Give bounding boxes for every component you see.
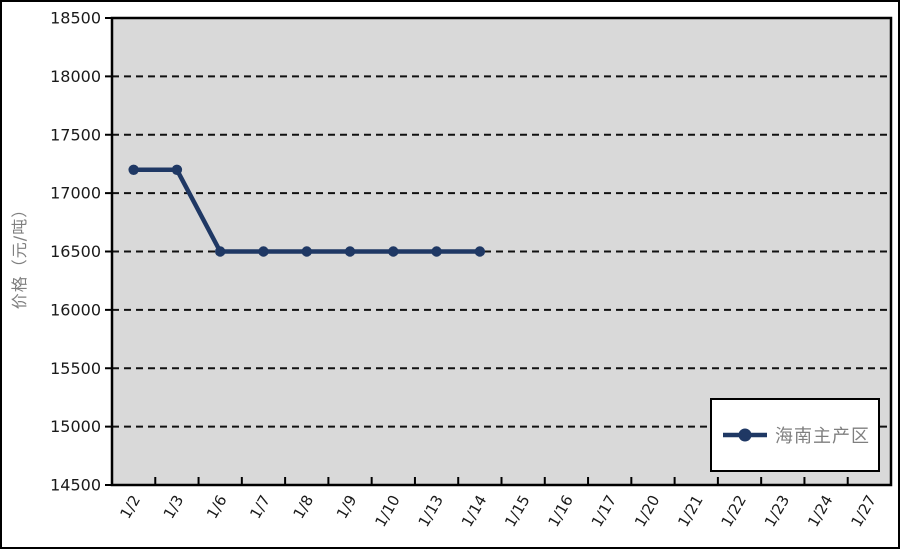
x-tick-label: 1/6 — [203, 492, 231, 522]
x-tick-label: 1/2 — [116, 492, 144, 522]
plot-border — [110, 16, 893, 487]
legend: 海南主产区 — [710, 398, 880, 472]
x-tick-label: 1/20 — [631, 492, 663, 530]
data-point-marker — [474, 246, 486, 257]
legend-line-circle-icon — [723, 428, 767, 442]
data-point-marker — [258, 246, 269, 257]
x-tick-label: 1/7 — [246, 492, 274, 522]
x-tick-label: 1/23 — [761, 492, 793, 530]
data-point-marker — [344, 246, 356, 257]
x-tick-label: 1/10 — [371, 492, 403, 530]
x-tick-label: 1/8 — [290, 492, 318, 522]
x-tick-label: 1/15 — [501, 492, 533, 530]
y-tick-label: 16500 — [50, 242, 101, 261]
data-point-marker — [431, 246, 442, 257]
data-point-marker — [388, 246, 399, 257]
x-tick-label: 1/3 — [160, 492, 188, 522]
x-tick-label: 1/13 — [415, 492, 447, 530]
x-tick-label: 1/14 — [458, 492, 490, 530]
y-tick-label: 18500 — [50, 9, 101, 28]
y-tick-label: 17000 — [50, 184, 101, 203]
legend-series-label: 海南主产区 — [775, 426, 870, 447]
x-tick-label: 1/9 — [333, 492, 361, 522]
x-tick-label: 1/21 — [674, 492, 706, 530]
data-point-marker — [301, 246, 312, 257]
x-tick-label: 1/22 — [718, 492, 750, 530]
y-tick-label: 14500 — [50, 476, 101, 495]
y-axis-title: 价格（元/吨） — [10, 200, 29, 310]
y-tick-label: 17500 — [50, 125, 101, 144]
x-tick-label: 1/24 — [804, 492, 836, 530]
x-tick-label: 1/27 — [847, 492, 879, 530]
x-tick-label: 1/16 — [544, 492, 576, 530]
data-point-marker — [171, 164, 183, 175]
data-point-marker — [214, 246, 226, 257]
x-tick-label: 1/17 — [588, 492, 620, 530]
y-tick-label: 15500 — [50, 359, 101, 378]
data-point-marker — [128, 164, 139, 175]
y-tick-label: 16000 — [50, 300, 101, 319]
y-tick-label: 15000 — [50, 417, 101, 436]
y-tick-label: 18000 — [50, 67, 101, 86]
